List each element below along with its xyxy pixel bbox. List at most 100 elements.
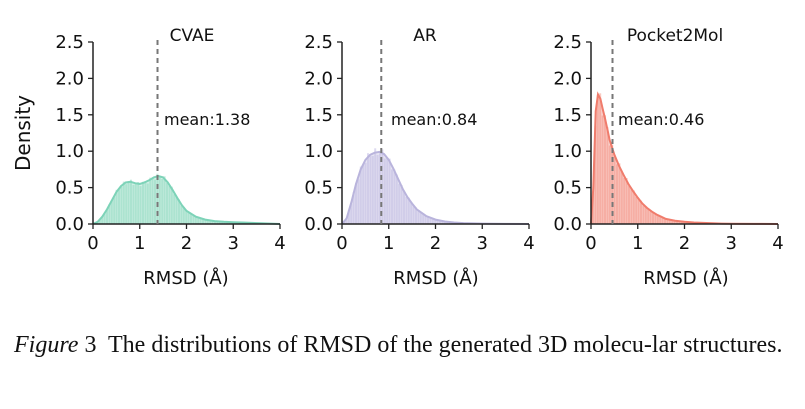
histogram-bar (640, 200, 642, 224)
histogram-bar (367, 153, 369, 224)
caption-figure-label: Figure (14, 332, 79, 358)
histogram-bar (620, 172, 623, 224)
y-tick-label: 2.0 (55, 68, 84, 89)
histogram-bar (659, 215, 662, 224)
panel-title: CVAE (170, 26, 215, 46)
x-axis-label: RMSD (Å) (393, 267, 478, 289)
histogram-bar (178, 199, 180, 224)
histogram-bar (125, 184, 128, 224)
histogram-bar (628, 186, 630, 224)
histogram-bar (405, 196, 408, 224)
histogram-bar (637, 199, 640, 224)
x-tick-label: 0 (585, 233, 596, 254)
histogram-bar (419, 212, 422, 224)
histogram-bar (206, 220, 209, 224)
histogram-bar (132, 184, 135, 224)
histogram-bar (350, 204, 353, 224)
histogram-bar (173, 194, 176, 224)
y-tick-label: 0.0 (55, 214, 84, 235)
caption-figure-number: 3 (84, 332, 97, 358)
histogram-bar (436, 219, 439, 224)
histogram-bar (108, 204, 111, 224)
histogram-bar (410, 202, 413, 224)
y-tick-label: 0.0 (553, 214, 582, 235)
histogram-bar (606, 127, 609, 224)
histogram-bar (403, 190, 405, 224)
figure-caption: Figure 3 The distributions of RMSD of th… (14, 328, 794, 362)
x-tick-label: 2 (181, 233, 192, 254)
histogram-bar (604, 115, 606, 224)
histogram-bar (632, 190, 635, 224)
y-tick-label: 1.5 (55, 105, 84, 126)
histogram-bar (137, 182, 140, 224)
x-tick-label: 3 (477, 233, 488, 254)
mean-label: mean:0.84 (391, 110, 477, 129)
histogram-bar (134, 182, 137, 224)
histogram-bar (431, 218, 434, 224)
histogram-bar (683, 221, 686, 224)
density-line (341, 150, 530, 225)
histogram-bar (144, 181, 147, 224)
histogram-bar (599, 93, 602, 224)
rmsd-density-figure: Density CVAE mean:1.38 RMSD (Å) 0.0 0.5 1.… (11, 26, 784, 289)
y-tick-label: 0.0 (304, 214, 333, 235)
histogram-bar (668, 219, 671, 224)
histogram-bar (204, 219, 207, 224)
histogram-bar (376, 154, 379, 224)
histogram-bar (652, 212, 654, 224)
histogram-bar (395, 174, 398, 224)
histogram-bar (374, 148, 377, 224)
histogram-bar (671, 220, 674, 224)
histogram-bar (101, 216, 104, 224)
histogram-bar (446, 221, 449, 224)
histogram-bar (355, 183, 357, 224)
histogram-bar (352, 192, 355, 224)
histogram-bar (175, 197, 178, 224)
histogram-bar (113, 197, 116, 224)
histogram-bar (168, 185, 171, 224)
density-area (591, 94, 778, 225)
histogram-bar (122, 181, 125, 224)
histogram-bar (345, 218, 348, 224)
histogram-bar (656, 215, 659, 224)
histogram-bar (197, 217, 200, 224)
y-axis-label: Density (11, 95, 35, 171)
histogram-bar (415, 207, 417, 224)
mean-label: mean:0.46 (618, 110, 704, 129)
x-tick-label: 4 (274, 233, 285, 254)
histogram-bar (381, 149, 384, 224)
histogram-bar (139, 186, 142, 224)
y-tick-label: 1.0 (55, 141, 84, 162)
x-axis-label: RMSD (Å) (143, 267, 228, 289)
y-tick-label: 2.0 (304, 68, 333, 89)
density-area (342, 151, 529, 224)
x-tick-label: 4 (523, 233, 534, 254)
histogram-bar (649, 211, 652, 224)
histogram-bar (180, 205, 183, 224)
histogram-bar (151, 177, 154, 224)
histogram-bar (214, 221, 216, 224)
panel-ar: AR mean:0.84 RMSD (Å) 0.0 0.5 1.0 1.5 2.0 2.5… (304, 26, 534, 289)
y-tick-label: 1.0 (304, 141, 333, 162)
histogram-bar (664, 218, 666, 224)
histogram-bar (359, 166, 362, 224)
x-tick-label: 0 (87, 233, 98, 254)
histogram-bar (216, 221, 219, 224)
histogram-bar (427, 216, 429, 224)
histogram-bar (166, 182, 168, 224)
histogram-bar (110, 200, 113, 224)
histogram-bar (676, 221, 678, 224)
histogram-bar (383, 158, 386, 224)
x-tick-label: 0 (336, 233, 347, 254)
panel-title: Pocket2Mol (627, 26, 723, 46)
histogram-bar (182, 207, 185, 224)
histogram-bar (386, 157, 389, 224)
histogram-bar (221, 221, 224, 224)
histogram-bar (630, 189, 633, 224)
histogram-bar (130, 179, 132, 224)
histogram-bar (115, 189, 118, 224)
histogram-bar (98, 219, 101, 224)
histogram-bar (400, 185, 403, 224)
histogram-bar (642, 205, 645, 224)
histogram-bar (223, 221, 226, 224)
